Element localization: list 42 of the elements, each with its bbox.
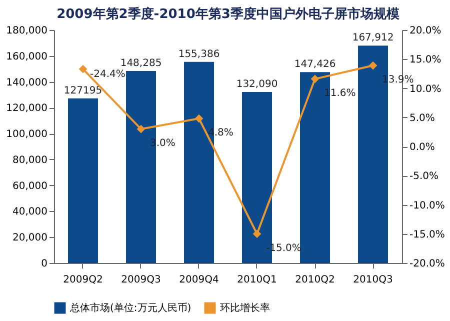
point bbox=[252, 230, 262, 238]
x-tick-label: 2010Q3 bbox=[353, 274, 393, 286]
y-tick-label: 100,000 bbox=[6, 129, 48, 140]
legend-label: 环比增长率 bbox=[220, 302, 270, 314]
y-tick-label: 60,000 bbox=[12, 180, 48, 192]
data-label: 148,285 bbox=[120, 58, 162, 70]
y-tick-label: 180,000 bbox=[6, 26, 48, 36]
data-label: 167,912 bbox=[352, 32, 394, 44]
y2-tick-label: 5.0% bbox=[410, 112, 435, 124]
bar bbox=[68, 98, 98, 263]
x-tick-label: 2009Q4 bbox=[179, 274, 219, 286]
y2-tick-label: 0.0% bbox=[410, 142, 435, 153]
y-tick-label: 40,000 bbox=[12, 206, 48, 218]
annotation: -24.4% bbox=[90, 69, 126, 80]
point bbox=[368, 61, 378, 70]
y-tick-label: 80,000 bbox=[12, 154, 48, 166]
y-tick-label: 0 bbox=[41, 258, 48, 270]
data-label: 147,426 bbox=[294, 59, 336, 70]
point bbox=[78, 64, 88, 74]
point bbox=[310, 74, 320, 84]
y-tick-label: 20,000 bbox=[12, 232, 48, 244]
y2-tick-label: 20.0% bbox=[410, 26, 442, 36]
data-label: 132,090 bbox=[236, 79, 278, 90]
data-label: 127195 bbox=[64, 85, 102, 96]
y2-tick-label: -5.0% bbox=[410, 171, 439, 182]
legend-label: 总体市场(单位:万元人民币) bbox=[69, 302, 192, 314]
point bbox=[194, 114, 204, 123]
y2-tick-label: -15.0% bbox=[410, 229, 445, 240]
y2-tick-label: -10.0% bbox=[410, 200, 445, 212]
x-tick-label: 2010Q1 bbox=[237, 274, 277, 286]
data-label: 155,386 bbox=[178, 48, 220, 60]
chart-title: 2009年第2季度-2010年第3季度中国户外电子屏市场规模 bbox=[56, 6, 400, 22]
y2-tick-label: -20.0% bbox=[410, 258, 445, 270]
y-tick-label: 120,000 bbox=[6, 103, 48, 114]
y-tick-label: 160,000 bbox=[6, 51, 48, 62]
x-tick-label: 2010Q2 bbox=[295, 274, 335, 286]
point bbox=[136, 124, 146, 134]
y2-tick-label: 10.0% bbox=[410, 84, 442, 95]
y-tick-label: 140,000 bbox=[6, 77, 48, 88]
x-tick-label: 2009Q3 bbox=[121, 274, 161, 286]
y2-tick-label: 15.0% bbox=[410, 54, 442, 66]
x-tick-label: 2009Q2 bbox=[63, 274, 103, 286]
